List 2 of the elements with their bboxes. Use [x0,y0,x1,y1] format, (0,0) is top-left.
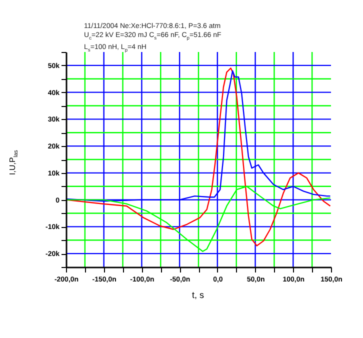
line-series [66,68,331,246]
x-axis-title: t, s [190,290,205,300]
